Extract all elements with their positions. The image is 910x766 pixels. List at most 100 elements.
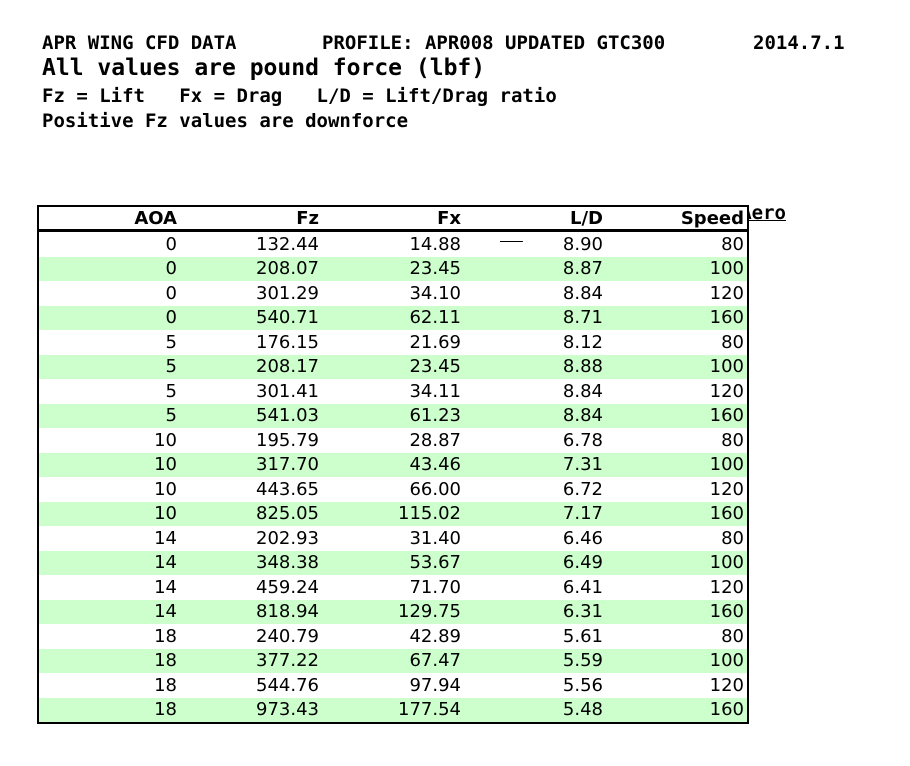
cell-speed: 120 bbox=[709, 380, 744, 402]
cell-aoa: 5 bbox=[165, 405, 177, 427]
cell-fz: 459.24 bbox=[256, 576, 319, 598]
cell-speed: 80 bbox=[721, 233, 744, 255]
table-body: 0 132.44 14.88 8.90 80 0 208.07 23.45 8.87 100 0 30… bbox=[38, 231, 748, 723]
cell-speed: 120 bbox=[709, 282, 744, 304]
cell-fx: 177.54 bbox=[398, 699, 461, 721]
table-row: 14 818.94 129.75 6.31 160 bbox=[38, 599, 748, 624]
cell-speed: 100 bbox=[709, 356, 744, 378]
cell-fx: 23.45 bbox=[409, 356, 461, 378]
cell-fz: 240.79 bbox=[256, 625, 319, 647]
cell-fx: 43.46 bbox=[409, 454, 461, 476]
cell-fz: 973.43 bbox=[256, 699, 319, 721]
cell-fz: 541.03 bbox=[256, 405, 319, 427]
cell-speed: 160 bbox=[709, 307, 744, 329]
cell-ld: 8.87 bbox=[562, 258, 603, 280]
table-row: 0 540.71 62.11 8.71 160 bbox=[38, 305, 748, 330]
cell-fz: 544.76 bbox=[256, 674, 319, 696]
cell-speed: 120 bbox=[709, 576, 744, 598]
cfd-data-table: AOA Fz Fx L/D Speed 0 132.44 14.88 8.90 80 0 2… bbox=[37, 205, 749, 724]
cell-ld: 5.59 bbox=[562, 650, 603, 672]
cell-speed: 100 bbox=[709, 454, 744, 476]
cell-speed: 80 bbox=[721, 429, 744, 451]
cell-fz: 301.29 bbox=[256, 282, 319, 304]
cell-ld: 8.88 bbox=[562, 356, 603, 378]
revision-date: 2014.7.1 bbox=[753, 32, 845, 54]
cell-ld: 7.17 bbox=[562, 503, 603, 525]
table-row: 10 825.05 115.02 7.17 160 bbox=[38, 501, 748, 526]
cell-fx: 53.67 bbox=[409, 552, 461, 574]
cell-fz: 202.93 bbox=[256, 527, 319, 549]
cell-fz: 208.07 bbox=[256, 258, 319, 280]
cell-aoa: 10 bbox=[154, 478, 177, 500]
cell-ld: 8.84 bbox=[562, 405, 603, 427]
col-header-fx: Fx bbox=[322, 206, 464, 232]
cell-speed: 100 bbox=[709, 258, 744, 280]
table-row: 5 176.15 21.69 8.12 80 bbox=[38, 330, 748, 355]
doc-title: APR WING CFD DATA bbox=[42, 32, 237, 54]
table-row: 14 459.24 71.70 6.41 120 bbox=[38, 575, 748, 600]
cell-fz: 301.41 bbox=[256, 380, 319, 402]
cell-fx: 67.47 bbox=[409, 650, 461, 672]
cell-aoa: 18 bbox=[154, 650, 177, 672]
cell-speed: 80 bbox=[721, 527, 744, 549]
cell-speed: 160 bbox=[709, 601, 744, 623]
cell-ld: 5.61 bbox=[562, 625, 603, 647]
cell-aoa: 0 bbox=[165, 282, 177, 304]
cell-ld: 8.84 bbox=[562, 380, 603, 402]
cell-aoa: 0 bbox=[165, 233, 177, 255]
cell-speed: 80 bbox=[721, 331, 744, 353]
cell-ld: 8.12 bbox=[562, 331, 603, 353]
cell-fz: 818.94 bbox=[256, 601, 319, 623]
cell-aoa: 14 bbox=[154, 601, 177, 623]
cell-ld: 6.78 bbox=[562, 429, 603, 451]
cell-fz: 208.17 bbox=[256, 356, 319, 378]
cell-aoa: 10 bbox=[154, 429, 177, 451]
cell-ld: 8.84 bbox=[562, 282, 603, 304]
table-row: 5 541.03 61.23 8.84 160 bbox=[38, 403, 748, 428]
cell-fx: 62.11 bbox=[409, 307, 461, 329]
table-row: 5 208.17 23.45 8.88 100 bbox=[38, 354, 748, 379]
cell-speed: 120 bbox=[709, 478, 744, 500]
cell-ld: 6.49 bbox=[562, 552, 603, 574]
cell-ld: 5.56 bbox=[562, 674, 603, 696]
cell-speed: 100 bbox=[709, 650, 744, 672]
cell-speed: 80 bbox=[721, 625, 744, 647]
cell-ld: 8.71 bbox=[562, 307, 603, 329]
cell-ld: 6.46 bbox=[562, 527, 603, 549]
cell-fx: 34.10 bbox=[409, 282, 461, 304]
cell-fx: 23.45 bbox=[409, 258, 461, 280]
cell-fx: 66.00 bbox=[409, 478, 461, 500]
cell-aoa: 14 bbox=[154, 552, 177, 574]
cell-aoa: 18 bbox=[154, 625, 177, 647]
table-row: 18 544.76 97.94 5.56 120 bbox=[38, 673, 748, 698]
cell-aoa: 18 bbox=[154, 699, 177, 721]
table-row: 10 443.65 66.00 6.72 120 bbox=[38, 477, 748, 502]
table-header: AOA Fz Fx L/D Speed bbox=[38, 206, 748, 232]
cell-speed: 120 bbox=[709, 674, 744, 696]
cell-aoa: 0 bbox=[165, 307, 177, 329]
cell-fz: 377.22 bbox=[256, 650, 319, 672]
table-row: 0 132.44 14.88 8.90 80 bbox=[38, 231, 748, 257]
cell-ld: 7.31 bbox=[562, 454, 603, 476]
cell-fz: 317.70 bbox=[256, 454, 319, 476]
table-row: 18 240.79 42.89 5.61 80 bbox=[38, 624, 748, 649]
profile-title: PROFILE: APR008 UPDATED GTC300 bbox=[322, 32, 666, 54]
cell-fz: 348.38 bbox=[256, 552, 319, 574]
cell-fz: 195.79 bbox=[256, 429, 319, 451]
cell-ld: 5.48 bbox=[562, 699, 603, 721]
table-row: 10 317.70 43.46 7.31 100 bbox=[38, 452, 748, 477]
cell-fx: 97.94 bbox=[409, 674, 461, 696]
cell-ld: 6.31 bbox=[562, 601, 603, 623]
col-header-speed: Speed bbox=[606, 206, 748, 232]
cell-aoa: 10 bbox=[154, 454, 177, 476]
cell-speed: 160 bbox=[709, 699, 744, 721]
cell-ld: 8.90 bbox=[562, 233, 603, 255]
cell-fx: 31.40 bbox=[409, 527, 461, 549]
cell-fx: 71.70 bbox=[409, 576, 461, 598]
cell-speed: 160 bbox=[709, 405, 744, 427]
cell-aoa: 0 bbox=[165, 258, 177, 280]
table-row: 14 348.38 53.67 6.49 100 bbox=[38, 550, 748, 575]
cell-fz: 443.65 bbox=[256, 478, 319, 500]
table-row: 18 377.22 67.47 5.59 100 bbox=[38, 648, 748, 673]
cell-fx: 61.23 bbox=[409, 405, 461, 427]
